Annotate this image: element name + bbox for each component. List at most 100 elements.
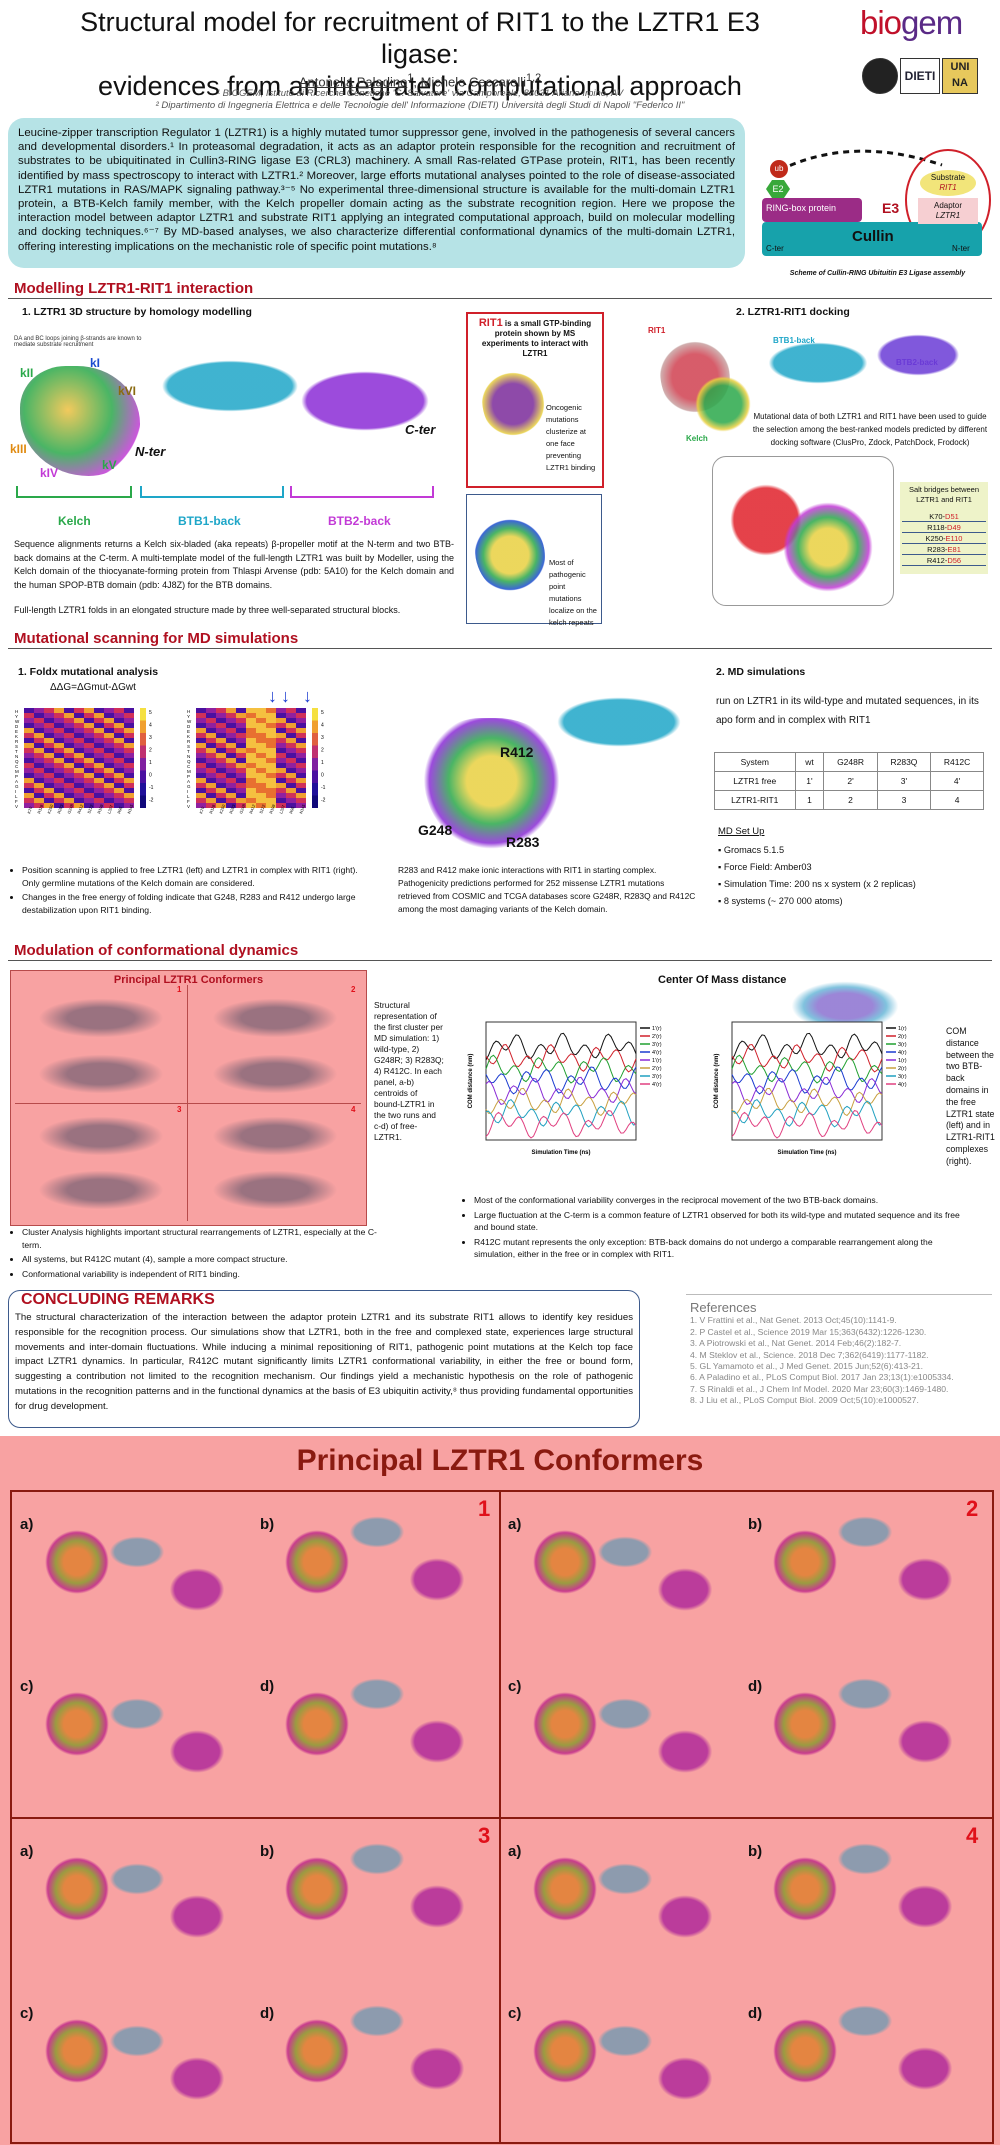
heatmap-scale-label: 5 xyxy=(321,710,324,716)
substrate-label: Substrate xyxy=(930,173,966,182)
heatmap-cell xyxy=(74,798,84,803)
heatmap-row-label: G xyxy=(187,784,191,789)
heatmap-scale-swatch xyxy=(312,745,318,758)
heatmap-col-label: R198 xyxy=(96,803,104,814)
com-bullets: Most of the conformational variability c… xyxy=(462,1194,964,1263)
salt-bridge-rit1: E81 xyxy=(947,545,961,554)
heatmap-cell xyxy=(246,768,256,773)
conformer-btb2-structure xyxy=(162,1889,232,1944)
heatmap-col-label: K250 xyxy=(218,803,226,814)
heatmap-cell xyxy=(74,778,84,783)
heatmap-cell xyxy=(114,788,124,793)
section-rule xyxy=(8,648,992,649)
heatmap-cell xyxy=(286,778,296,783)
heatmap-cell xyxy=(296,783,306,788)
heatmap-cell xyxy=(256,708,266,713)
heatmap-cell xyxy=(216,738,226,743)
heatmap-cell xyxy=(276,708,286,713)
conformer-label: c) xyxy=(508,2005,522,2022)
heatmap-row-label: L xyxy=(187,794,190,799)
heatmap-cell xyxy=(44,783,54,788)
heatmap-cell xyxy=(236,743,246,748)
salt-bridge-list: K70-D51 R118-D49 K250-E110 R283-E81 R412… xyxy=(902,512,986,567)
legend-label: 2(r) xyxy=(898,1066,907,1072)
heatmap-cell xyxy=(74,793,84,798)
reference-item: 5. GL Yamamoto et al., J Med Genet. 2015… xyxy=(690,1361,923,1372)
heatmap-cell xyxy=(34,778,44,783)
title-line-2: evidences from an integrated computation… xyxy=(98,71,742,101)
heatmap-cell xyxy=(124,773,134,778)
conformer-btb1-structure xyxy=(590,1694,660,1734)
heatmap-cell xyxy=(114,783,124,788)
heatmap-cell xyxy=(246,743,256,748)
com-series-line xyxy=(485,1110,637,1139)
heatmap-cell xyxy=(216,778,226,783)
heatmap-col-label: K70 xyxy=(198,805,205,814)
dock-kelch-label: Kelch xyxy=(686,434,708,443)
cter-label: C-ter xyxy=(405,422,436,437)
conformer-btb1-structure xyxy=(102,1694,172,1734)
heatmap-cell xyxy=(236,793,246,798)
heatmap-cell xyxy=(34,723,44,728)
conclusions-text: The structural characterization of the i… xyxy=(15,1312,633,1412)
heatmap-cell xyxy=(54,793,64,798)
heatmap-cell xyxy=(286,768,296,773)
heatmap-cell xyxy=(74,708,84,713)
heatmap-cell xyxy=(206,738,216,743)
heatmap-col-label: R198 xyxy=(268,803,276,814)
heatmap-cell xyxy=(24,713,34,718)
heatmap-cell xyxy=(266,793,276,798)
heatmap-cell xyxy=(226,798,236,803)
heatmap-cell xyxy=(286,773,296,778)
heatmap-scale-swatch xyxy=(140,783,146,796)
heatmap-cell xyxy=(196,738,206,743)
heatmap-row-label: S xyxy=(15,744,18,749)
heatmap-cell xyxy=(84,718,94,723)
mini-quadrant-number: 3 xyxy=(177,1105,182,1114)
table-cell: 4' xyxy=(930,771,984,791)
heatmap-cell xyxy=(256,773,266,778)
heatmap-row-label: H xyxy=(187,709,190,714)
conformer-kelch-structure xyxy=(770,1684,840,1764)
heatmap-cell xyxy=(124,768,134,773)
heatmap-cell xyxy=(286,793,296,798)
scheme-cter: C-ter xyxy=(766,244,784,253)
section-modulation-heading: Modulation of conformational dynamics xyxy=(14,942,299,959)
salt-bridge-lztr1: R118- xyxy=(927,523,948,532)
heatmap-scale-swatch xyxy=(140,795,146,808)
heatmap-scale-label: 3 xyxy=(149,735,152,741)
heatmap-cell xyxy=(124,733,134,738)
heatmap-cell xyxy=(226,723,236,728)
heatmap-cell xyxy=(196,773,206,778)
heatmap-row-label: K xyxy=(187,734,190,739)
heatmap-cell xyxy=(74,743,84,748)
com-series-line xyxy=(485,1054,637,1084)
scheme-nter: N-ter xyxy=(952,244,970,253)
heatmap-cell xyxy=(104,788,114,793)
heatmap-row-label: M xyxy=(15,769,19,774)
heatmap-row-label: V xyxy=(15,804,18,809)
heatmap-cell xyxy=(34,763,44,768)
table-cell: 3 xyxy=(876,790,932,810)
heatmap-cell xyxy=(236,778,246,783)
heatmap-cell xyxy=(84,753,94,758)
heatmap-cell xyxy=(256,753,266,758)
legend-label: 4'(r) xyxy=(652,1050,662,1056)
rit1-box-note: Oncogenic mutations clusterize at one fa… xyxy=(546,403,596,472)
heatmap-cell xyxy=(104,778,114,783)
heatmap-cell xyxy=(34,788,44,793)
heatmap-cell xyxy=(64,778,74,783)
blade-kIII: kIII xyxy=(10,442,27,456)
heatmap-col-label: R412 xyxy=(248,803,256,814)
heatmap-cell xyxy=(84,748,94,753)
heatmap-cell xyxy=(236,773,246,778)
heatmap-cell xyxy=(206,708,216,713)
heatmap-cell xyxy=(276,743,286,748)
mutation-paragraph: R283 and R412 make ionic interactions wi… xyxy=(398,865,696,914)
heatmap-cell xyxy=(94,733,104,738)
heatmap-cell xyxy=(84,743,94,748)
lztr1-structure-figure: kI kII kIII kIV kV kVI N-ter C-ter xyxy=(10,346,460,486)
heatmap-cell xyxy=(94,773,104,778)
conclusions-box: CONCLUDING REMARKS The structural charac… xyxy=(8,1290,640,1428)
